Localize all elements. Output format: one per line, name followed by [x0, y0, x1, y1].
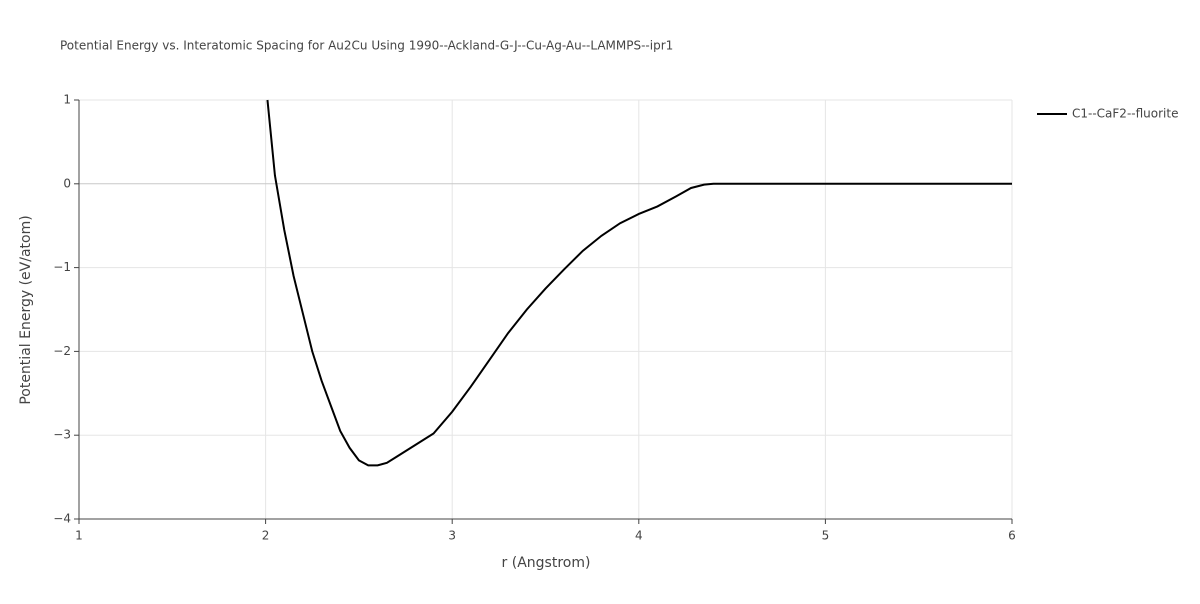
legend-label: C1--CaF2--fluorite	[1072, 107, 1178, 121]
x-tick-label: 2	[262, 529, 270, 543]
y-tick-label: 1	[63, 93, 71, 107]
y-axis-title: Potential Energy (eV/atom)	[18, 215, 34, 404]
x-tick-label: 4	[635, 529, 643, 543]
x-tick-label: 3	[448, 529, 456, 543]
line-series	[266, 99, 1012, 467]
x-tick-label: 1	[75, 529, 83, 543]
y-tick-label: −3	[53, 428, 71, 442]
chart-title: Potential Energy vs. Interatomic Spacing…	[60, 39, 673, 53]
x-axis-title: r (Angstrom)	[502, 555, 591, 571]
x-tick-label: 5	[822, 529, 830, 543]
y-tick-label: −2	[53, 344, 71, 358]
y-tick-label: −4	[53, 512, 71, 526]
x-tick-label: 6	[1008, 529, 1016, 543]
y-tick-label: 0	[63, 176, 71, 190]
y-tick-label: −1	[53, 260, 71, 274]
